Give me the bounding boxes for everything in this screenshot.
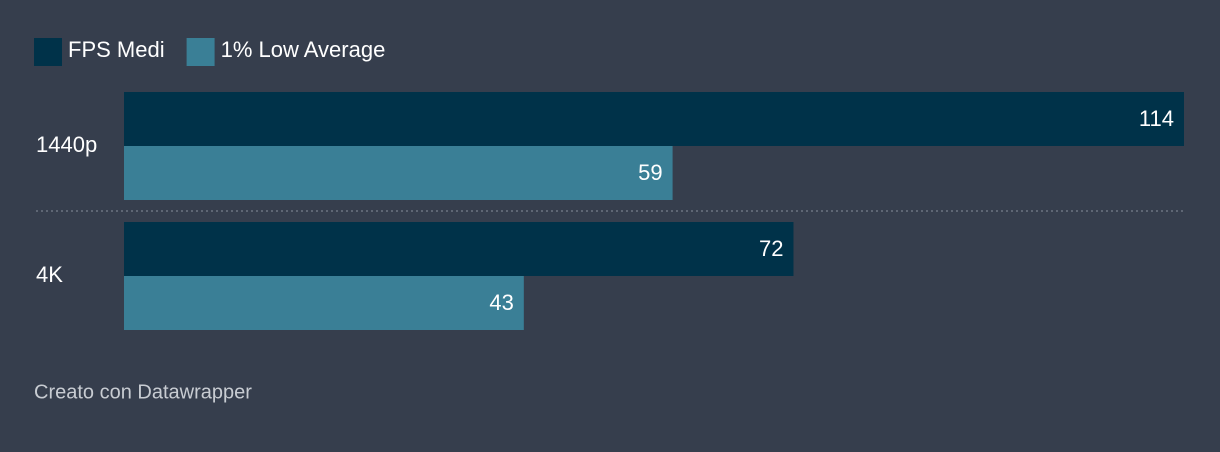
category-label: 4K [36,262,63,287]
value-label: 43 [489,290,513,315]
legend-swatch [34,38,62,66]
bar [124,276,524,330]
value-label: 59 [638,160,662,185]
credit: Creato con Datawrapper [34,381,252,403]
legend-label: 1% Low Average [221,37,386,62]
category-label: 1440p [36,132,97,157]
value-label: 114 [1139,106,1174,131]
bar [124,146,673,200]
value-label: 72 [759,236,783,261]
legend-label: FPS Medi [68,37,165,62]
bar [124,222,794,276]
bar [124,92,1184,146]
legend-swatch [186,38,215,66]
